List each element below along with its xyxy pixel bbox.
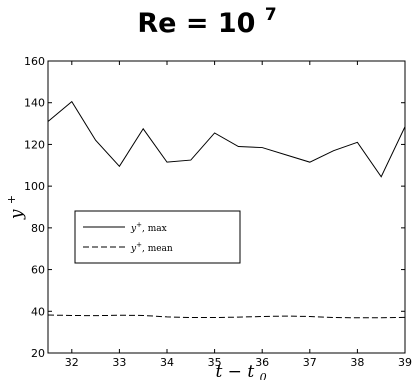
- plot-background: [48, 61, 405, 353]
- series-line-max: [47, 100, 406, 178]
- x-tick-label: 32: [65, 356, 79, 369]
- y-tick-label: 40: [31, 305, 45, 318]
- plot-frame: [47, 60, 406, 354]
- svg-text:y +: y +: [5, 195, 27, 220]
- x-tick-label: 35: [208, 356, 222, 369]
- series-line-mean: [47, 314, 406, 319]
- x-axis-label-main: t − t: [215, 362, 254, 380]
- chart-title-main: Re = 10: [137, 8, 255, 39]
- y-axis-label: y +: [5, 195, 27, 220]
- svg-text:t − t 0: t − t 0: [215, 362, 266, 380]
- x-axis-label-sub: 0: [260, 371, 267, 380]
- y-tick-label: 80: [31, 222, 45, 235]
- y-tick-label: 160: [24, 55, 45, 68]
- legend: y+, max y+, mean: [74, 210, 241, 264]
- y-axis-label-sup: +: [5, 195, 18, 204]
- x-tick-label: 36: [255, 356, 269, 369]
- plot-area: [48, 61, 405, 353]
- legend-label-max: y+, max: [130, 221, 167, 234]
- x-tick-label: 33: [112, 356, 126, 369]
- x-tick-label: 34: [160, 356, 174, 369]
- y-tick-label: 100: [24, 180, 45, 193]
- legend-label-mean: y+, mean: [130, 241, 173, 254]
- x-tick-label: 39: [398, 356, 412, 369]
- y-axis-label-main: y: [7, 209, 27, 220]
- y-tick-label: 140: [24, 97, 45, 110]
- x-tick-label: 38: [350, 356, 364, 369]
- y-tick-label: 20: [31, 347, 45, 360]
- legend-box: [74, 210, 241, 264]
- y-tick-label: 120: [24, 138, 45, 151]
- axes-layer: 32 33 34 35 36 37 38 39 20 40 60 80 100 120 140 160: [24, 55, 412, 369]
- x-tick-label: 37: [303, 356, 317, 369]
- x-axis-label: t − t 0: [215, 362, 266, 380]
- chart-title-exponent: 7: [265, 5, 277, 25]
- chart-title: Re = 10 7: [137, 5, 276, 39]
- series-layer: [47, 100, 406, 319]
- y-tick-label: 60: [31, 264, 45, 277]
